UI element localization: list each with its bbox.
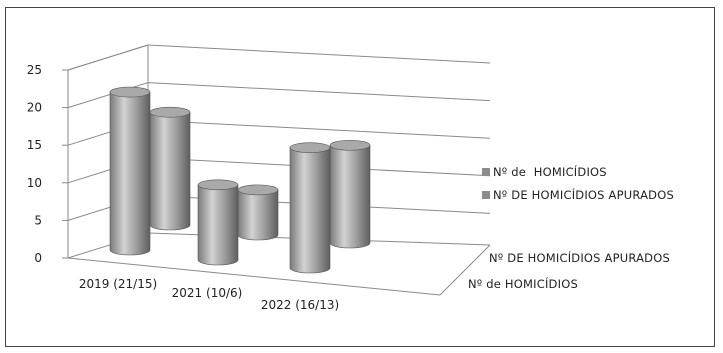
depth-axis-labels: Nº DE HOMICÍDIOS APURADOS Nº de HOMICÍDIO… [468, 250, 670, 291]
gridline-side [67, 44, 149, 71]
x-axis-ticks: 2019 (21/15) 2021 (10/6) 2022 (16/13) [79, 277, 339, 312]
depth-axis-label: Nº de HOMICÍDIOS [468, 276, 578, 291]
y-tick-label: 5 [34, 213, 42, 227]
x-tick-label: 2022 (16/13) [261, 298, 339, 312]
bar-top [329, 139, 371, 151]
bar-body [237, 189, 279, 241]
bar-apurados [329, 139, 371, 249]
y-tick-label: 15 [27, 138, 42, 152]
y-tick-label: 20 [27, 101, 42, 115]
y-tick-label: 25 [27, 63, 42, 77]
y-tick-label: 10 [27, 176, 42, 190]
x-tick-label: 2019 (21/15) [79, 277, 157, 291]
gridline-side [67, 82, 149, 109]
depth-axis-label: Nº DE HOMICÍDIOS APURADOS [489, 250, 670, 265]
bar-top [197, 179, 239, 191]
legend-item-homicidios: Nº de HOMICÍDIOS [482, 164, 607, 179]
bar-top [109, 86, 151, 98]
legend-label-apurados: Nº DE HOMICÍDIOS APURADOS [493, 187, 674, 202]
legend-label-homicidios: Nº de HOMICÍDIOS [493, 164, 607, 179]
bar-apurados [149, 106, 191, 231]
gridline-back [147, 119, 491, 139]
bar-apurados [237, 184, 279, 241]
legend-swatch-apurados [482, 191, 490, 199]
bar-body [149, 111, 191, 231]
bar-top [237, 184, 279, 196]
bar-body [289, 147, 331, 274]
y-axis-ticks: 0 5 10 15 20 25 [27, 63, 68, 265]
gridline-back [147, 82, 491, 102]
y-tick-label: 0 [34, 251, 42, 265]
bar-body [197, 184, 239, 266]
bar-top [289, 142, 331, 153]
legend-item-apurados: Nº DE HOMICÍDIOS APURADOS [482, 187, 674, 202]
bars [109, 86, 371, 274]
bar-body [109, 91, 151, 256]
bar-top [149, 106, 191, 118]
bar-homicidios [109, 86, 151, 256]
bar-homicidios [197, 179, 239, 266]
legend-swatch-homicidios [482, 168, 490, 176]
legend: Nº de HOMICÍDIOS Nº DE HOMICÍDIOS APURAD… [482, 164, 674, 202]
x-tick-label: 2021 (10/6) [172, 286, 243, 300]
bar-body [329, 144, 371, 249]
gridline-back [147, 44, 491, 64]
bar-homicidios [289, 142, 331, 274]
